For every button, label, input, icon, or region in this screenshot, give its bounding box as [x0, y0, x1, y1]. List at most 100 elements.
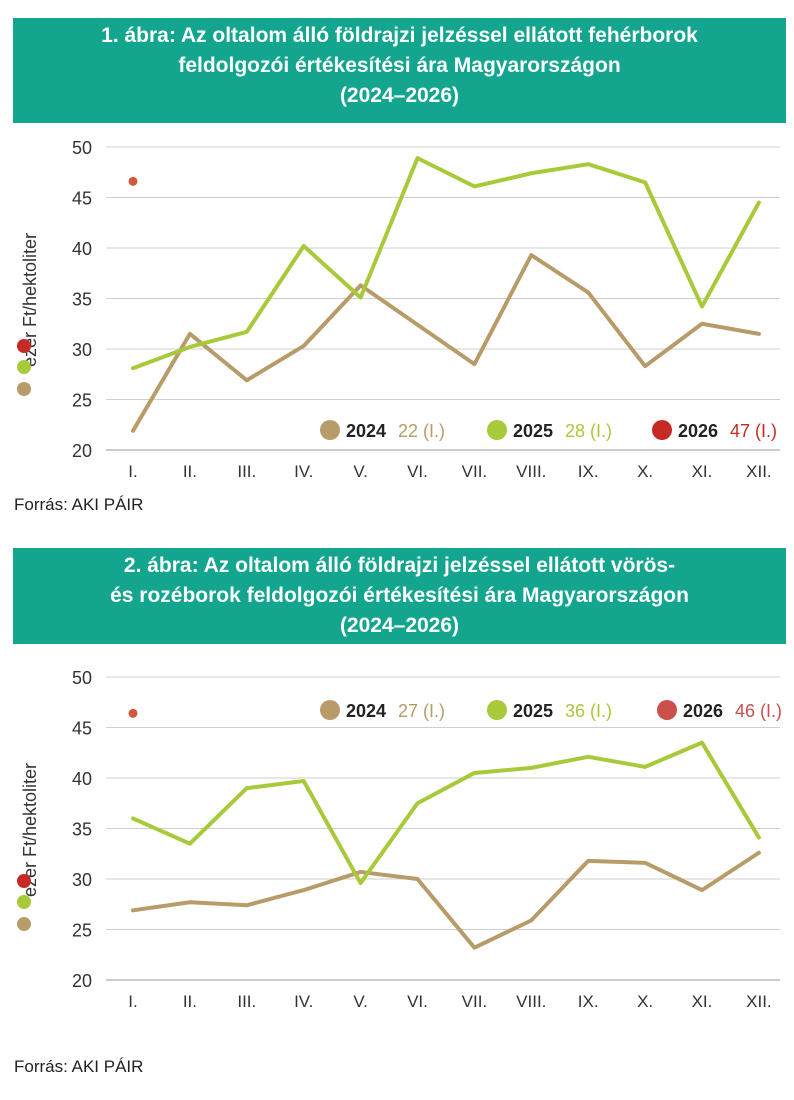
data-point-2025	[586, 755, 590, 759]
y-tick-label: 25	[72, 391, 92, 411]
y-tick-label: 50	[72, 138, 92, 158]
x-tick-label: V.	[353, 992, 368, 1011]
chart-1-title: 1. ábra: Az oltalom álló földrajzi jelzé…	[13, 18, 786, 123]
side-legend-marker	[17, 360, 31, 374]
legend-label-2024: 2024	[346, 701, 386, 721]
legend-label-2026: 2026	[683, 701, 723, 721]
data-point-2025	[188, 842, 192, 846]
x-tick-label: X.	[637, 462, 653, 481]
y-tick-label: 30	[72, 340, 92, 360]
data-point-2025	[131, 366, 135, 370]
side-legend-marker	[17, 874, 31, 888]
data-point-2024	[302, 344, 306, 348]
data-point-2026	[128, 176, 138, 186]
data-point-2024	[359, 283, 363, 287]
data-point-2024	[700, 322, 704, 326]
data-point-2024	[643, 364, 647, 368]
x-tick-label: IV.	[294, 462, 313, 481]
data-point-2025	[302, 779, 306, 783]
legend-value-2026: 47 (I.)	[730, 421, 777, 441]
legend-label-2026: 2026	[678, 421, 718, 441]
chart-1-title-line-3: (2024–2026)	[339, 84, 460, 107]
data-point-2024	[529, 918, 533, 922]
data-point-2024	[472, 362, 476, 366]
x-tick-label: IX.	[578, 462, 599, 481]
x-tick-label: XI.	[692, 992, 713, 1011]
x-tick-label: I.	[128, 992, 137, 1011]
y-tick-label: 45	[72, 189, 92, 209]
data-point-2025	[757, 836, 761, 840]
data-point-2024	[529, 253, 533, 257]
data-point-2024	[245, 378, 249, 382]
data-point-2024	[472, 946, 476, 950]
legend-marker-2025	[487, 420, 507, 440]
series-line-2024	[131, 253, 761, 433]
data-point-2024	[188, 332, 192, 336]
y-tick-label: 40	[72, 769, 92, 789]
data-point-2025	[416, 801, 420, 805]
legend-value-2025: 28 (I.)	[565, 421, 612, 441]
legend-value-2026: 46 (I.)	[735, 701, 782, 721]
x-tick-label: VI.	[407, 462, 428, 481]
y-tick-label: 45	[72, 719, 92, 739]
series-line-2025	[131, 740, 761, 886]
x-tick-label: XII.	[746, 462, 772, 481]
y-tick-label: 50	[72, 668, 92, 688]
legend-marker-2024	[320, 420, 340, 440]
legend-value-2024: 27 (I.)	[398, 701, 445, 721]
legend-marker-2025	[487, 700, 507, 720]
data-point-2024	[757, 332, 761, 336]
data-point-2025	[131, 816, 135, 820]
data-point-2025	[245, 786, 249, 790]
legend-label-2025: 2025	[513, 701, 553, 721]
chart-2-source: Forrás: AKI PÁIR	[14, 1057, 144, 1076]
chart-2: 50 45 40 35 30 25 20 ezer Ft/hektoliter I. II. III…	[17, 668, 782, 1011]
data-point-2024	[416, 877, 420, 881]
x-tick-label: IX.	[578, 992, 599, 1011]
legend-marker-2024	[320, 700, 340, 720]
y-tick-label: 20	[72, 441, 92, 461]
chart-2-title-line-2: és rozéborok feldolgozói értékesítési ár…	[110, 584, 689, 607]
x-tick-label: II.	[183, 992, 197, 1011]
data-point-2025	[757, 201, 761, 205]
data-point-2024	[131, 908, 135, 912]
chart-2-title-line-3: (2024–2026)	[339, 614, 460, 637]
x-tick-label: III.	[237, 462, 256, 481]
x-tick-label: VIII.	[516, 992, 546, 1011]
y-tick-label: 25	[72, 921, 92, 941]
data-point-2024	[586, 290, 590, 294]
side-legend-marker	[17, 917, 31, 931]
side-legend-marker	[17, 382, 31, 396]
y-tick-label: 20	[72, 971, 92, 991]
side-legend-marker	[17, 339, 31, 353]
data-point-2025	[359, 881, 363, 885]
legend-label-2025: 2025	[513, 421, 553, 441]
data-point-2025	[700, 741, 704, 745]
data-point-2025	[472, 771, 476, 775]
data-point-2025	[700, 305, 704, 309]
legend-value-2024: 22 (I.)	[398, 421, 445, 441]
data-point-2024	[302, 888, 306, 892]
data-point-2025	[472, 184, 476, 188]
data-point-2024	[131, 429, 135, 433]
x-tick-label: X.	[637, 992, 653, 1011]
data-point-2025	[302, 244, 306, 248]
data-point-2024	[416, 323, 420, 327]
data-point-2024	[643, 861, 647, 865]
data-point-2024	[586, 859, 590, 863]
x-tick-label: II.	[183, 462, 197, 481]
data-point-2025	[416, 156, 420, 160]
y-tick-label: 30	[72, 870, 92, 890]
data-point-2025	[529, 766, 533, 770]
x-tick-label: VI.	[407, 992, 428, 1011]
x-tick-label: VII.	[462, 992, 488, 1011]
data-point-2025	[359, 295, 363, 299]
y-tick-label: 35	[72, 820, 92, 840]
data-point-2025	[529, 171, 533, 175]
data-point-2025	[643, 765, 647, 769]
x-tick-label: VIII.	[516, 462, 546, 481]
chart-1: 50 45 40 35 30 25 20 ezer Ft/hektoliter I. II. III…	[17, 138, 780, 481]
legend-marker-2026	[657, 700, 677, 720]
data-point-2024	[700, 888, 704, 892]
data-point-2025	[188, 345, 192, 349]
